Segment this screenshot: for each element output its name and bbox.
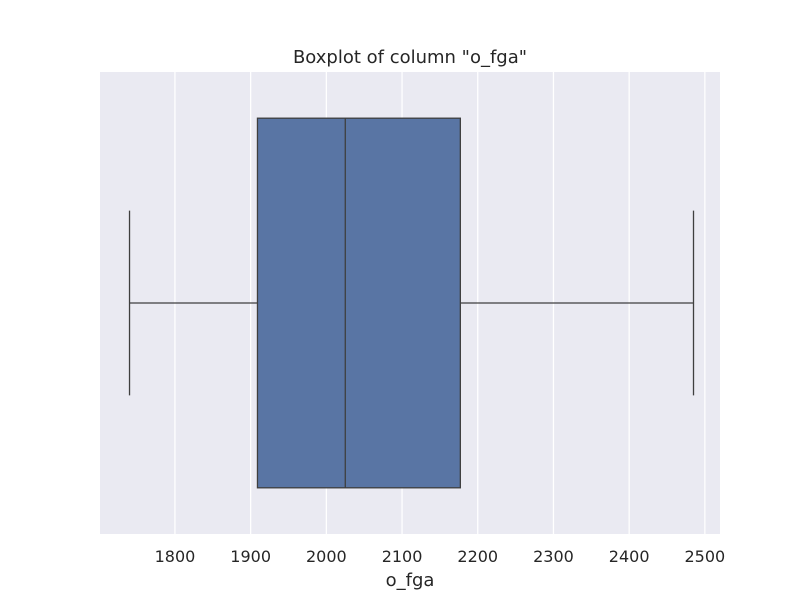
x-tick-label-2300: 2300 xyxy=(533,547,574,566)
x-tick-label-2200: 2200 xyxy=(457,547,498,566)
boxplot xyxy=(128,117,695,489)
x-tick-label-2100: 2100 xyxy=(382,547,423,566)
x-tick-label-2500: 2500 xyxy=(685,547,726,566)
chart-title: Boxplot of column "o_fga" xyxy=(293,47,527,68)
x-tick-label-1900: 1900 xyxy=(230,547,271,566)
x-tick-label-2000: 2000 xyxy=(306,547,347,566)
x-tick-labels: 1800 1900 2000 2100 2200 2300 2400 2500 xyxy=(155,547,726,566)
iqr-box xyxy=(256,117,461,489)
x-axis-label: o_fga xyxy=(386,570,435,591)
x-tick-label-1800: 1800 xyxy=(155,547,196,566)
x-tick-label-2400: 2400 xyxy=(609,547,650,566)
